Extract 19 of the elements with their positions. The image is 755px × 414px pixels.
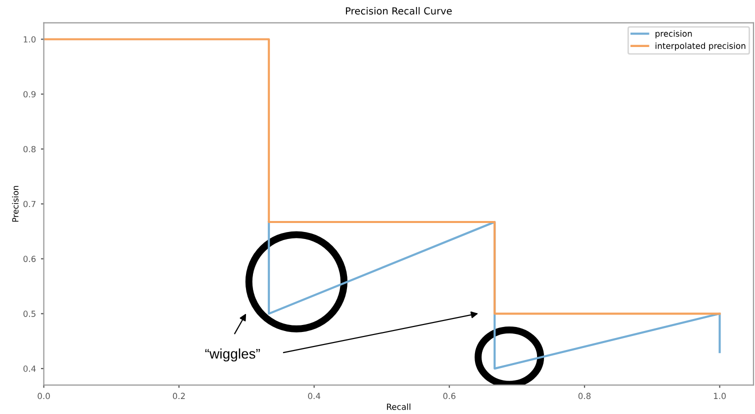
x-axis-title: Recall bbox=[387, 404, 410, 410]
y-axis-title: Precision bbox=[12, 186, 19, 222]
legend-label: precision bbox=[656, 30, 692, 38]
x-tick-label: 0.2 bbox=[172, 392, 185, 400]
y-tick-label: 0.9 bbox=[23, 91, 36, 98]
x-tick-label: 0.6 bbox=[443, 392, 456, 400]
x-tick-label: 1.0 bbox=[714, 392, 726, 400]
y-tick-label: 0.5 bbox=[23, 310, 36, 317]
x-tick-label: 0.8 bbox=[578, 392, 591, 400]
chart-title: Precision Recall Curve bbox=[346, 7, 452, 15]
y-tick-label: 1.0 bbox=[24, 36, 36, 43]
y-tick-label: 0.6 bbox=[23, 256, 36, 262]
y-tick-label: 0.8 bbox=[23, 146, 36, 152]
annotation: “wiggles” bbox=[205, 348, 260, 362]
x-tick-label: 0.4 bbox=[308, 392, 320, 400]
y-tick-label: 0.4 bbox=[23, 366, 36, 372]
legend-label: interpolated precision bbox=[656, 42, 746, 51]
y-tick-label: 0.7 bbox=[23, 200, 36, 208]
x-tick-label: 0.0 bbox=[38, 392, 50, 400]
